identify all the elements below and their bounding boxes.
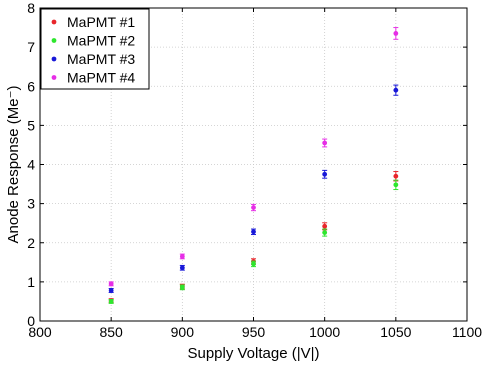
legend-item: MaPMT #4	[51, 70, 135, 86]
legend-item: MaPMT #2	[51, 33, 135, 49]
data-point-series-1	[393, 171, 399, 182]
legend-item: MaPMT #3	[51, 51, 135, 67]
legend-box	[40, 8, 150, 90]
y-tick-label: 2	[27, 235, 35, 251]
data-point-series-3	[251, 228, 256, 236]
marker	[393, 173, 399, 179]
marker	[179, 265, 185, 271]
x-tick-label: 1100	[452, 324, 482, 340]
x-tick-label: 950	[242, 324, 266, 340]
x-tick-label: 800	[28, 324, 52, 340]
axis-ticks: 800 850 900 950 1000 1050 1100 0 1 2 3 4 5 6 7 8	[27, 0, 482, 340]
y-tick-label: 8	[27, 0, 35, 16]
data-point-series-3	[393, 84, 399, 96]
marker	[108, 281, 114, 287]
marker	[393, 31, 399, 36]
marker	[251, 229, 256, 235]
y-tick-label: 6	[27, 78, 35, 94]
data-point-series-4	[251, 203, 256, 212]
marker	[393, 87, 399, 93]
marker	[108, 299, 114, 304]
y-tick-label: 5	[27, 117, 35, 133]
x-tick-label: 850	[99, 324, 123, 340]
data-point-series-4	[322, 138, 328, 148]
legend: MaPMT #1 MaPMT #2 MaPMT #3 MaPMT #4	[40, 8, 150, 90]
y-tick-label: 7	[27, 39, 35, 55]
legend-item: MaPMT #1	[51, 14, 135, 30]
y-tick-label: 1	[27, 274, 35, 290]
y-axis-label: Anode Response (Me⁻)	[5, 85, 22, 243]
data-points	[108, 27, 399, 304]
data-point-series-4	[108, 281, 114, 287]
x-tick-label: 900	[171, 324, 195, 340]
data-point-series-3	[322, 169, 328, 179]
marker	[322, 223, 328, 229]
data-point-series-3	[108, 288, 114, 293]
data-point-series-2	[393, 179, 399, 191]
marker	[251, 261, 256, 267]
marker	[108, 288, 114, 293]
y-tick-label: 4	[27, 157, 35, 173]
legend-label: MaPMT #2	[67, 33, 135, 49]
x-axis-label: Supply Voltage (|V|)	[187, 345, 319, 362]
data-point-series-2	[179, 284, 185, 291]
marker	[179, 284, 185, 290]
y-tick-label: 0	[27, 313, 35, 329]
legend-marker	[51, 19, 57, 25]
legend-label: MaPMT #3	[67, 51, 135, 67]
data-point-series-3	[179, 264, 185, 271]
legend-label: MaPMT #1	[67, 14, 135, 30]
x-tick-label: 1000	[309, 324, 340, 340]
data-point-series-2	[108, 298, 114, 304]
marker	[322, 171, 328, 177]
marker	[322, 140, 328, 146]
data-point-series-2	[322, 228, 328, 237]
legend-marker	[51, 56, 57, 62]
legend-label: MaPMT #4	[67, 70, 135, 86]
data-point-series-4	[393, 27, 399, 40]
marker	[179, 254, 185, 259]
marker	[393, 182, 399, 188]
y-tick-label: 3	[27, 196, 35, 212]
marker	[322, 230, 328, 235]
legend-marker	[51, 38, 57, 43]
x-tick-label: 1050	[380, 324, 411, 340]
legend-marker	[51, 75, 57, 80]
data-point-series-4	[179, 253, 185, 260]
marker	[251, 205, 256, 210]
data-point-series-1	[322, 222, 328, 231]
data-point-series-2	[251, 260, 256, 268]
